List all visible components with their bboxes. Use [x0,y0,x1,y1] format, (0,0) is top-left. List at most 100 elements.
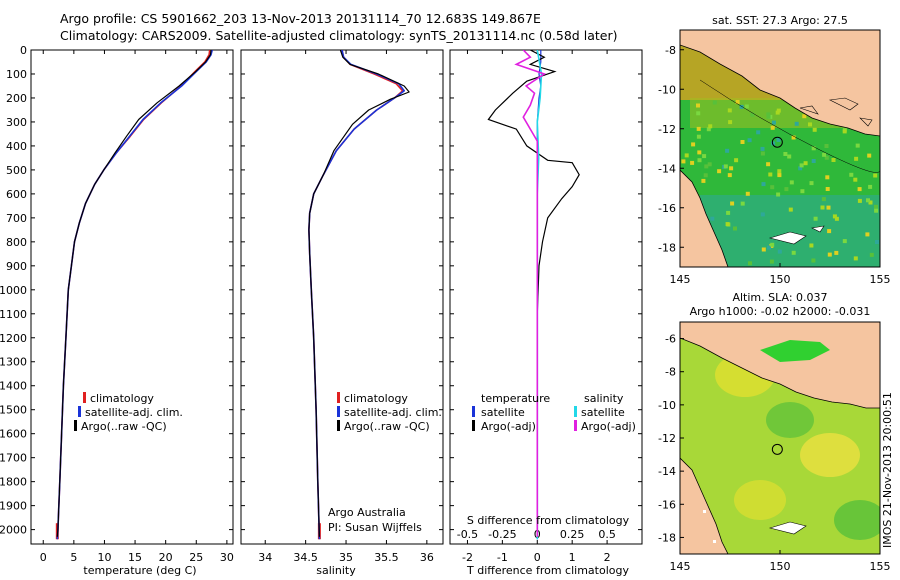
y-tick-label: 500 [6,164,27,177]
sst-pixel [834,216,839,221]
sst-pixel [726,210,731,215]
sst-pixel [766,162,771,167]
y-tick-label: -14 [658,465,676,478]
series-line-argo [308,50,410,537]
sst-pixel [825,175,830,180]
data-gap [703,510,706,513]
legend-swatch-climatology [337,392,340,403]
y-tick-label: 200 [6,92,27,105]
sst-pixel [691,142,696,147]
legend-label-t-argo: Argo(-adj) [481,420,536,433]
sst-pixel [761,247,766,252]
reef-islands [768,225,825,245]
sst-pixel [787,154,792,159]
x-tick-label: 150 [770,273,791,286]
sst-pixel [770,185,775,190]
sst-pixel [725,148,730,153]
sst-pixel [800,189,805,194]
sst-pixel [811,146,816,151]
sst-pixel [704,164,709,169]
sla-map: Altim. SLA: 0.037 Argo h1000: -0.02 h200… [658,291,890,573]
legend-swatch-s-argo [574,420,577,431]
sst-pixel [728,120,733,125]
difference-frame [449,49,643,545]
float-marker [771,136,783,148]
y-tick-label: 1600 [0,428,27,441]
sst-pixel [822,152,827,157]
y-tick-label: 900 [6,260,27,273]
x-tick-label: 0 [40,551,47,564]
sst-pixel [842,239,847,244]
sst-pixel [869,252,874,257]
x-tick-label: 15 [128,551,142,564]
legend-label-s-satellite: satellite [581,406,625,419]
y-tick-label: -16 [658,202,676,215]
sst-pixel [725,222,730,227]
sst-pixel [735,100,740,104]
difference-legend-temperature: temperature satellite Argo(-adj) [472,392,550,433]
x-tick-label: 30 [220,551,234,564]
sst-pixel [867,153,872,158]
sst-pixel [825,187,830,191]
sst-pixel [811,258,816,263]
s-tick-label: 0.5 [598,528,616,541]
sst-pixel [777,173,782,178]
y-tick-label: -8 [665,366,676,379]
y-tick-label: 1000 [0,284,27,297]
x-tick-label: 155 [870,560,891,573]
temperature-legend: climatology satellite-adj. clim. Argo(..… [74,392,183,433]
y-tick-label: -14 [658,162,676,175]
y-tick-label: 0 [20,44,27,57]
sst-pixel [712,100,717,105]
y-tick-label: -12 [658,432,676,445]
sst-pixel [756,130,761,135]
sla-map-title-2: Argo h1000: -0.02 h2000: -0.031 [690,305,871,318]
legend-label-satellite: satellite-adj. clim. [344,406,442,419]
sst-pixel [733,226,737,231]
sst-pixel [853,256,858,261]
legend-label-s-argo: Argo(-adj) [581,420,636,433]
legend-swatch-t-argo [472,420,475,431]
sst-pixel [794,121,799,126]
y-tick-label: 1200 [0,332,27,345]
sst-cool-band [700,195,880,267]
sst-pixel [769,259,774,264]
sst-pixel [789,180,794,185]
sst-pixel [813,216,818,221]
sst-pixel [788,207,793,212]
sst-pixel [740,140,745,144]
legend-swatch-argo [74,420,77,431]
salinity-frame [240,49,444,545]
series-line-t-argo [487,50,580,537]
sst-pixel [703,173,708,178]
x-tick-label: -1 [497,551,508,564]
sst-pixel [857,187,862,192]
s-tick-label: 0.25 [560,528,585,541]
new-guinea-land [680,30,880,137]
temperature-panel: 0100200300400500600700800900100011001200… [0,44,234,577]
y-tick-label: 1700 [0,452,27,465]
sst-pixel [748,261,752,266]
y-tick-label: -10 [658,83,676,96]
y-tick-label: 400 [6,140,27,153]
sst-pixel [809,243,814,248]
sst-pixel [791,250,796,255]
sst-pixel [868,200,873,205]
sst-pixel [820,205,825,210]
salinity-xlabel: salinity [316,564,356,577]
sst-pixel [684,153,689,158]
title-line2: Climatology: CARS2009. Satellite-adjuste… [60,28,618,43]
x-tick-label: 145 [670,560,691,573]
y-tick-label: 600 [6,188,27,201]
series-line-s-argo [514,50,547,537]
sst-pixel [874,208,879,213]
s-tick-label: -0.5 [457,528,478,541]
x-tick-label: 36 [420,551,434,564]
sst-pixel [697,158,702,163]
y-tick-label: 700 [6,212,27,225]
y-tick-label: 1400 [0,380,27,393]
sst-map: sat. SST: 27.3 Argo: 27.5 145 150 155 -8 -10… [658,14,890,286]
sst-pixel [776,137,781,142]
sst-pixel [771,141,776,146]
